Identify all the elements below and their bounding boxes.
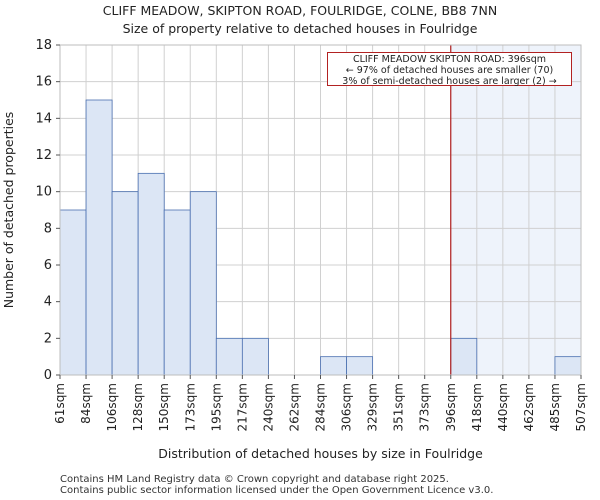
- chart-title-line2: Size of property relative to detached ho…: [122, 21, 478, 36]
- annotation-line1: CLIFF MEADOW SKIPTON ROAD: 396sqm: [352, 54, 547, 65]
- x-tick-label: 217sqm: [235, 383, 249, 431]
- footer-line2: Contains public sector information licen…: [60, 485, 494, 496]
- bar: [215, 337, 243, 376]
- x-axis-label: Distribution of detached houses by size …: [158, 446, 483, 461]
- x-tick-label: 485sqm: [548, 383, 562, 431]
- highlight-region: [450, 45, 581, 375]
- x-tick-label: 84sqm: [79, 383, 93, 424]
- x-tick-label: 440sqm: [496, 383, 510, 431]
- x-tick-label: 507sqm: [574, 383, 588, 431]
- x-tick-label: 284sqm: [314, 383, 328, 431]
- y-tick-label: 10: [35, 185, 52, 200]
- x-tick-label: 329sqm: [366, 383, 380, 431]
- y-tick-label: 18: [35, 38, 52, 53]
- y-axis-label: Number of detached properties: [1, 112, 16, 309]
- bar: [137, 172, 165, 376]
- bar: [450, 337, 478, 376]
- y-tick-label: 2: [44, 331, 52, 346]
- y-tick-label: 6: [44, 258, 52, 273]
- bar: [241, 337, 269, 376]
- bar: [111, 191, 139, 376]
- y-tick-label: 14: [35, 111, 52, 126]
- x-tick-label: 262sqm: [287, 383, 301, 431]
- x-tick-label: 195sqm: [209, 383, 223, 431]
- bar: [346, 356, 373, 376]
- x-tick-label: 106sqm: [105, 383, 119, 431]
- annotation-line3: 3% of semi-detached houses are larger (2…: [342, 76, 557, 87]
- annotation-line2: ← 97% of detached houses are smaller (70…: [345, 65, 554, 76]
- x-tick-label: 128sqm: [131, 383, 145, 431]
- footer: Contains HM Land Registry data © Crown c…: [60, 474, 493, 496]
- x-tick-label: 373sqm: [418, 383, 432, 431]
- bar: [554, 356, 582, 376]
- bar: [59, 209, 87, 376]
- bar: [163, 209, 191, 376]
- bar: [320, 356, 347, 376]
- y-tick-label: 4: [44, 295, 52, 310]
- x-tick-label: 418sqm: [470, 383, 484, 431]
- chart-title-line1: CLIFF MEADOW, SKIPTON ROAD, FOULRIDGE, C…: [102, 3, 498, 18]
- x-tick-label: 306sqm: [340, 383, 354, 431]
- x-tick-label: 462sqm: [522, 383, 536, 431]
- bar: [85, 99, 113, 376]
- annotation-box: CLIFF MEADOW SKIPTON ROAD: 396sqm ← 97% …: [327, 52, 572, 87]
- x-tick-label: 396sqm: [444, 383, 458, 431]
- y-tick-label: 16: [35, 75, 52, 90]
- y-tick-label: 8: [44, 221, 52, 236]
- x-tick-label: 61sqm: [53, 383, 67, 424]
- x-tick-label: 150sqm: [157, 383, 171, 431]
- bar: [189, 191, 217, 376]
- footer-line1: Contains HM Land Registry data © Crown c…: [60, 474, 449, 485]
- x-tick-label: 351sqm: [392, 383, 406, 431]
- y-tick-label: 12: [35, 148, 52, 163]
- x-tick-label: 173sqm: [183, 383, 197, 431]
- x-tick-label: 240sqm: [261, 383, 275, 431]
- y-tick-label: 0: [44, 368, 52, 383]
- chart-title: CLIFF MEADOW, SKIPTON ROAD, FOULRIDGE, C…: [0, 2, 600, 38]
